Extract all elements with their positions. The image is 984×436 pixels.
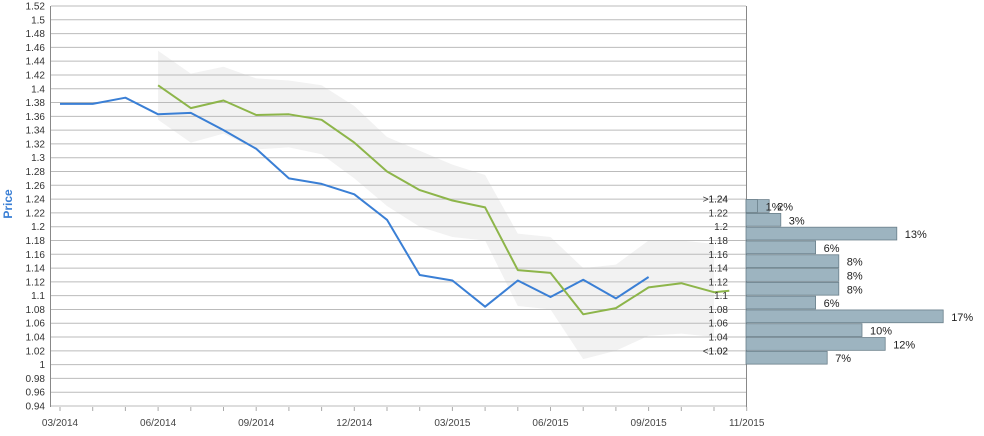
dist-bar-pct: 8%	[847, 257, 863, 269]
price-distribution: >1.24 2% 1.24 1% 1.22 3% 1.2 13% 1.18 6% 1.16 8% 1.1…	[703, 195, 974, 366]
y-tick-label: 1.2	[31, 222, 45, 233]
y-tick-label: 1.5	[31, 15, 45, 26]
dist-bin-label: 1.1	[714, 291, 728, 302]
dist-bar-pct: 2%	[777, 202, 793, 214]
x-tick-labels: 03/2014 06/2014 09/2014 12/2014 03/2015 06/20…	[42, 418, 765, 429]
dist-bar-pct: 13%	[905, 229, 927, 241]
y-tick-label: 1.4	[31, 84, 45, 95]
dist-bar-pct: 12%	[893, 339, 915, 351]
y-tick-label: 1.26	[26, 181, 46, 192]
dist-bar-pct: 6%	[824, 298, 840, 310]
dist-bin-label: >1.24	[703, 195, 729, 206]
dist-bar-pct: 1%	[766, 202, 782, 214]
confidence-band	[158, 50, 715, 360]
dist-bar	[745, 199, 759, 213]
y-tick-label: 1.52	[26, 2, 46, 13]
x-tick-label: 09/2015	[631, 418, 668, 429]
dist-bar-pct: 6%	[824, 243, 840, 255]
y-axis-title: Price	[1, 189, 15, 219]
dist-bin-label: 1.18	[709, 236, 729, 247]
y-tick-label: 1.32	[26, 139, 46, 150]
x-tick-label: 12/2014	[336, 418, 373, 429]
y-tick-label: 1.36	[26, 112, 46, 123]
dist-bin-label: 1.16	[709, 250, 729, 261]
y-tick-label: 1.28	[26, 167, 46, 178]
y-tick-labels: 0.94 0.96 0.98 1 1.02 1.04 1.06 1.08 1.1 1.12 1.14…	[26, 2, 46, 413]
y-tick-label: 1.14	[26, 264, 46, 275]
y-tick-label: 0.94	[26, 402, 46, 413]
dist-bar-pct: 8%	[847, 270, 863, 282]
y-tick-label: 1.46	[26, 43, 46, 54]
dist-bin-label: 1.12	[709, 277, 729, 288]
x-tick-label: 03/2014	[42, 418, 79, 429]
dist-bin-label: 1.22	[709, 208, 729, 219]
dist-bar	[745, 268, 840, 282]
dist-bar	[745, 254, 840, 268]
y-tick-label: 1.04	[26, 333, 46, 344]
x-tick-label: 03/2015	[434, 418, 471, 429]
dist-bin-label: 1.24	[709, 195, 729, 206]
series-line-1	[60, 96, 650, 308]
dist-bar-pct: 3%	[789, 215, 805, 227]
dist-bar	[745, 337, 886, 351]
y-tick-label: 1.18	[26, 236, 46, 247]
y-tick-label: 1.22	[26, 208, 46, 219]
dist-bar-pct: 10%	[870, 326, 892, 338]
dist-bin-label: 1.14	[709, 264, 729, 275]
dist-bar	[745, 309, 944, 324]
y-tick-label: 1.06	[26, 319, 46, 330]
dist-bin-label: 1.08	[709, 305, 729, 316]
y-tick-label: 1.3	[31, 153, 45, 164]
dist-bar-pct: 7%	[835, 353, 851, 365]
dist-bar	[745, 240, 816, 255]
y-tick-label: 1.16	[26, 250, 46, 261]
x-tick-label: 09/2014	[238, 418, 275, 429]
dist-bin-label: 1.02	[709, 346, 729, 357]
dist-bin-label: 1.06	[709, 319, 729, 330]
y-tick-label: 1.02	[26, 346, 46, 357]
y-tick-label: 1.44	[26, 57, 46, 68]
dist-bar-pct: 8%	[847, 284, 863, 296]
series-lines	[60, 84, 730, 316]
dist-bar	[745, 350, 828, 365]
dist-bar	[745, 212, 782, 227]
y-tick-label: 0.98	[26, 374, 46, 385]
x-tick-label: 06/2015	[532, 418, 569, 429]
x-tick-label: 11/2015	[729, 418, 765, 429]
y-tick-label: 1.08	[26, 305, 46, 316]
dist-bar	[745, 281, 840, 296]
dist-bar-pct: 17%	[951, 312, 973, 324]
confidence-band-layer	[158, 50, 715, 360]
x-tick-label: 06/2014	[140, 418, 177, 429]
dist-bin-label: 1.04	[709, 333, 729, 344]
y-tick-label: 1.24	[26, 195, 46, 206]
dist-bin-label: <1.02	[703, 346, 729, 357]
series-line-2	[157, 84, 730, 316]
y-tick-label: 1.12	[26, 277, 46, 288]
y-tick-label: 1.38	[26, 98, 46, 109]
y-tick-label: 1.48	[26, 29, 46, 40]
y-tick-label: 1	[39, 360, 45, 371]
y-tick-label: 1.34	[26, 126, 46, 137]
dist-bar	[745, 295, 816, 310]
y-tick-label: 1.1	[31, 291, 45, 302]
dist-bar	[745, 226, 898, 241]
dist-bar	[745, 323, 863, 337]
y-tick-label: 1.42	[26, 70, 46, 81]
y-tick-label: 0.96	[26, 388, 46, 399]
dist-bin-label: 1.2	[714, 222, 728, 233]
